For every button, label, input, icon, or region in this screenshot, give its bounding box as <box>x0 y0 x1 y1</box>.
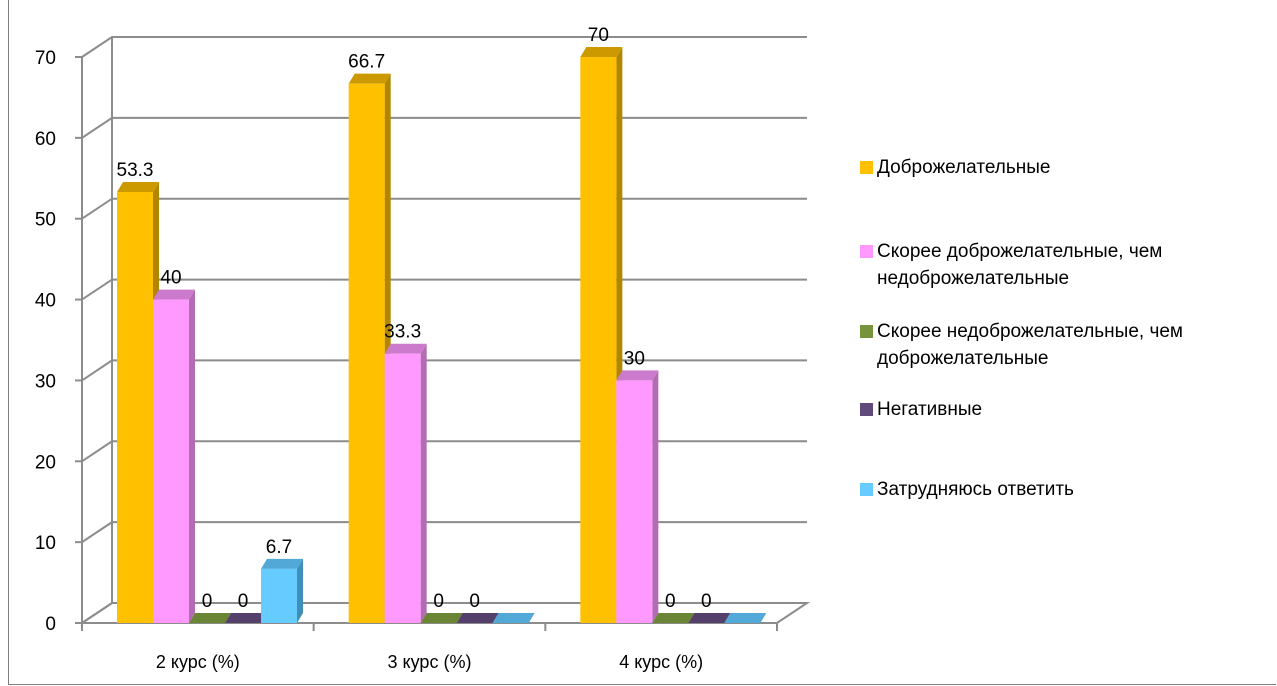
bar-top <box>117 182 159 193</box>
y-tick-label: 0 <box>45 614 56 635</box>
legend-item: Затрудняюсь ответить <box>860 476 1275 503</box>
y-tick-label: 60 <box>35 129 56 150</box>
bar-top <box>348 73 391 84</box>
data-labels: 53.3 66.7 70 40 33.3 30 0 0 0 0 0 0 6.7 <box>117 25 712 612</box>
data-label: 40 <box>160 268 181 289</box>
bar-top <box>688 613 731 623</box>
y-tick-label: 30 <box>35 371 56 392</box>
bar <box>225 613 267 623</box>
legend-label: Скорее доброжелательные, чем недоброжела… <box>877 241 1163 289</box>
data-label: 66.7 <box>348 52 385 73</box>
data-label: 0 <box>433 591 444 612</box>
bar <box>616 370 659 623</box>
bar-front <box>153 299 189 623</box>
bar-top <box>724 613 767 623</box>
bar <box>117 182 159 623</box>
legend-item: Негативные <box>860 396 1275 423</box>
bar-top <box>261 558 303 569</box>
legend-item: Доброжелательные <box>860 154 1275 181</box>
bars <box>117 47 767 623</box>
bar-top <box>456 613 499 623</box>
data-label: 0 <box>665 591 676 612</box>
data-label: 70 <box>588 25 609 46</box>
bar-front <box>261 568 297 623</box>
bar-front <box>348 83 385 623</box>
bar <box>384 343 427 623</box>
legend-label: Скорее недоброжелательные, чем доброжела… <box>877 321 1183 369</box>
gridline <box>81 36 807 58</box>
data-label: 0 <box>202 591 213 612</box>
data-label: 0 <box>469 591 480 612</box>
bar-side <box>652 370 659 623</box>
bar-top <box>189 613 231 623</box>
legend-swatch <box>860 161 873 174</box>
bar-front <box>117 192 153 623</box>
bar <box>189 613 231 623</box>
bar <box>348 73 391 623</box>
bar-front <box>580 57 617 623</box>
bar <box>261 558 303 623</box>
y-tick-label: 20 <box>35 452 56 473</box>
bar-front <box>616 380 653 623</box>
bar-side <box>189 289 195 623</box>
y-tick-labels: 0 10 20 30 40 50 60 70 <box>35 48 56 635</box>
y-tick-label: 40 <box>35 291 56 312</box>
bar-side <box>420 343 427 623</box>
y-tick-label: 10 <box>35 533 56 554</box>
bar-top <box>384 343 427 354</box>
bar <box>153 289 195 623</box>
legend-label: Затрудняюсь ответить <box>877 479 1074 500</box>
x-category-label: 2 курс (%) <box>156 652 240 672</box>
bar <box>580 47 623 623</box>
legend-label: Доброжелательные <box>877 157 1051 178</box>
bar <box>688 613 731 623</box>
bar <box>724 613 767 623</box>
data-label: 30 <box>624 348 645 369</box>
legend-item: Скорее доброжелательные, чем недоброжела… <box>860 238 1275 292</box>
x-category-labels: 2 курс (%) 3 курс (%) 4 курс (%) <box>156 652 703 672</box>
data-label: 6.7 <box>266 537 292 558</box>
gridline <box>81 116 807 139</box>
legend-swatch <box>860 245 873 258</box>
legend-swatch <box>860 403 873 416</box>
data-label: 0 <box>238 591 249 612</box>
bar <box>492 613 535 623</box>
bar-top <box>225 613 267 623</box>
legend-label: Негативные <box>877 399 983 420</box>
bar-top <box>492 613 535 623</box>
legend-item: Скорее недоброжелательные, чем доброжела… <box>860 318 1275 372</box>
bar-top <box>616 370 659 381</box>
gridline <box>81 197 807 220</box>
bar-side <box>297 558 303 623</box>
legend-swatch <box>860 325 873 338</box>
bar-top <box>580 47 623 57</box>
x-category-label: 4 курс (%) <box>619 652 703 672</box>
x-category-label: 3 курс (%) <box>388 652 472 672</box>
bar-front <box>384 353 421 623</box>
legend-swatch <box>860 483 873 496</box>
data-label: 53.3 <box>117 160 154 181</box>
bar-top <box>652 613 695 623</box>
bar-top <box>153 289 195 300</box>
chart-frame <box>8 0 1276 685</box>
bar-top <box>420 613 463 623</box>
data-label: 0 <box>701 591 712 612</box>
bar <box>652 613 695 623</box>
y-tick-label: 50 <box>35 210 56 231</box>
bar <box>456 613 499 623</box>
data-label: 33.3 <box>384 322 421 343</box>
y-tick-label: 70 <box>35 48 56 69</box>
bar <box>420 613 463 623</box>
